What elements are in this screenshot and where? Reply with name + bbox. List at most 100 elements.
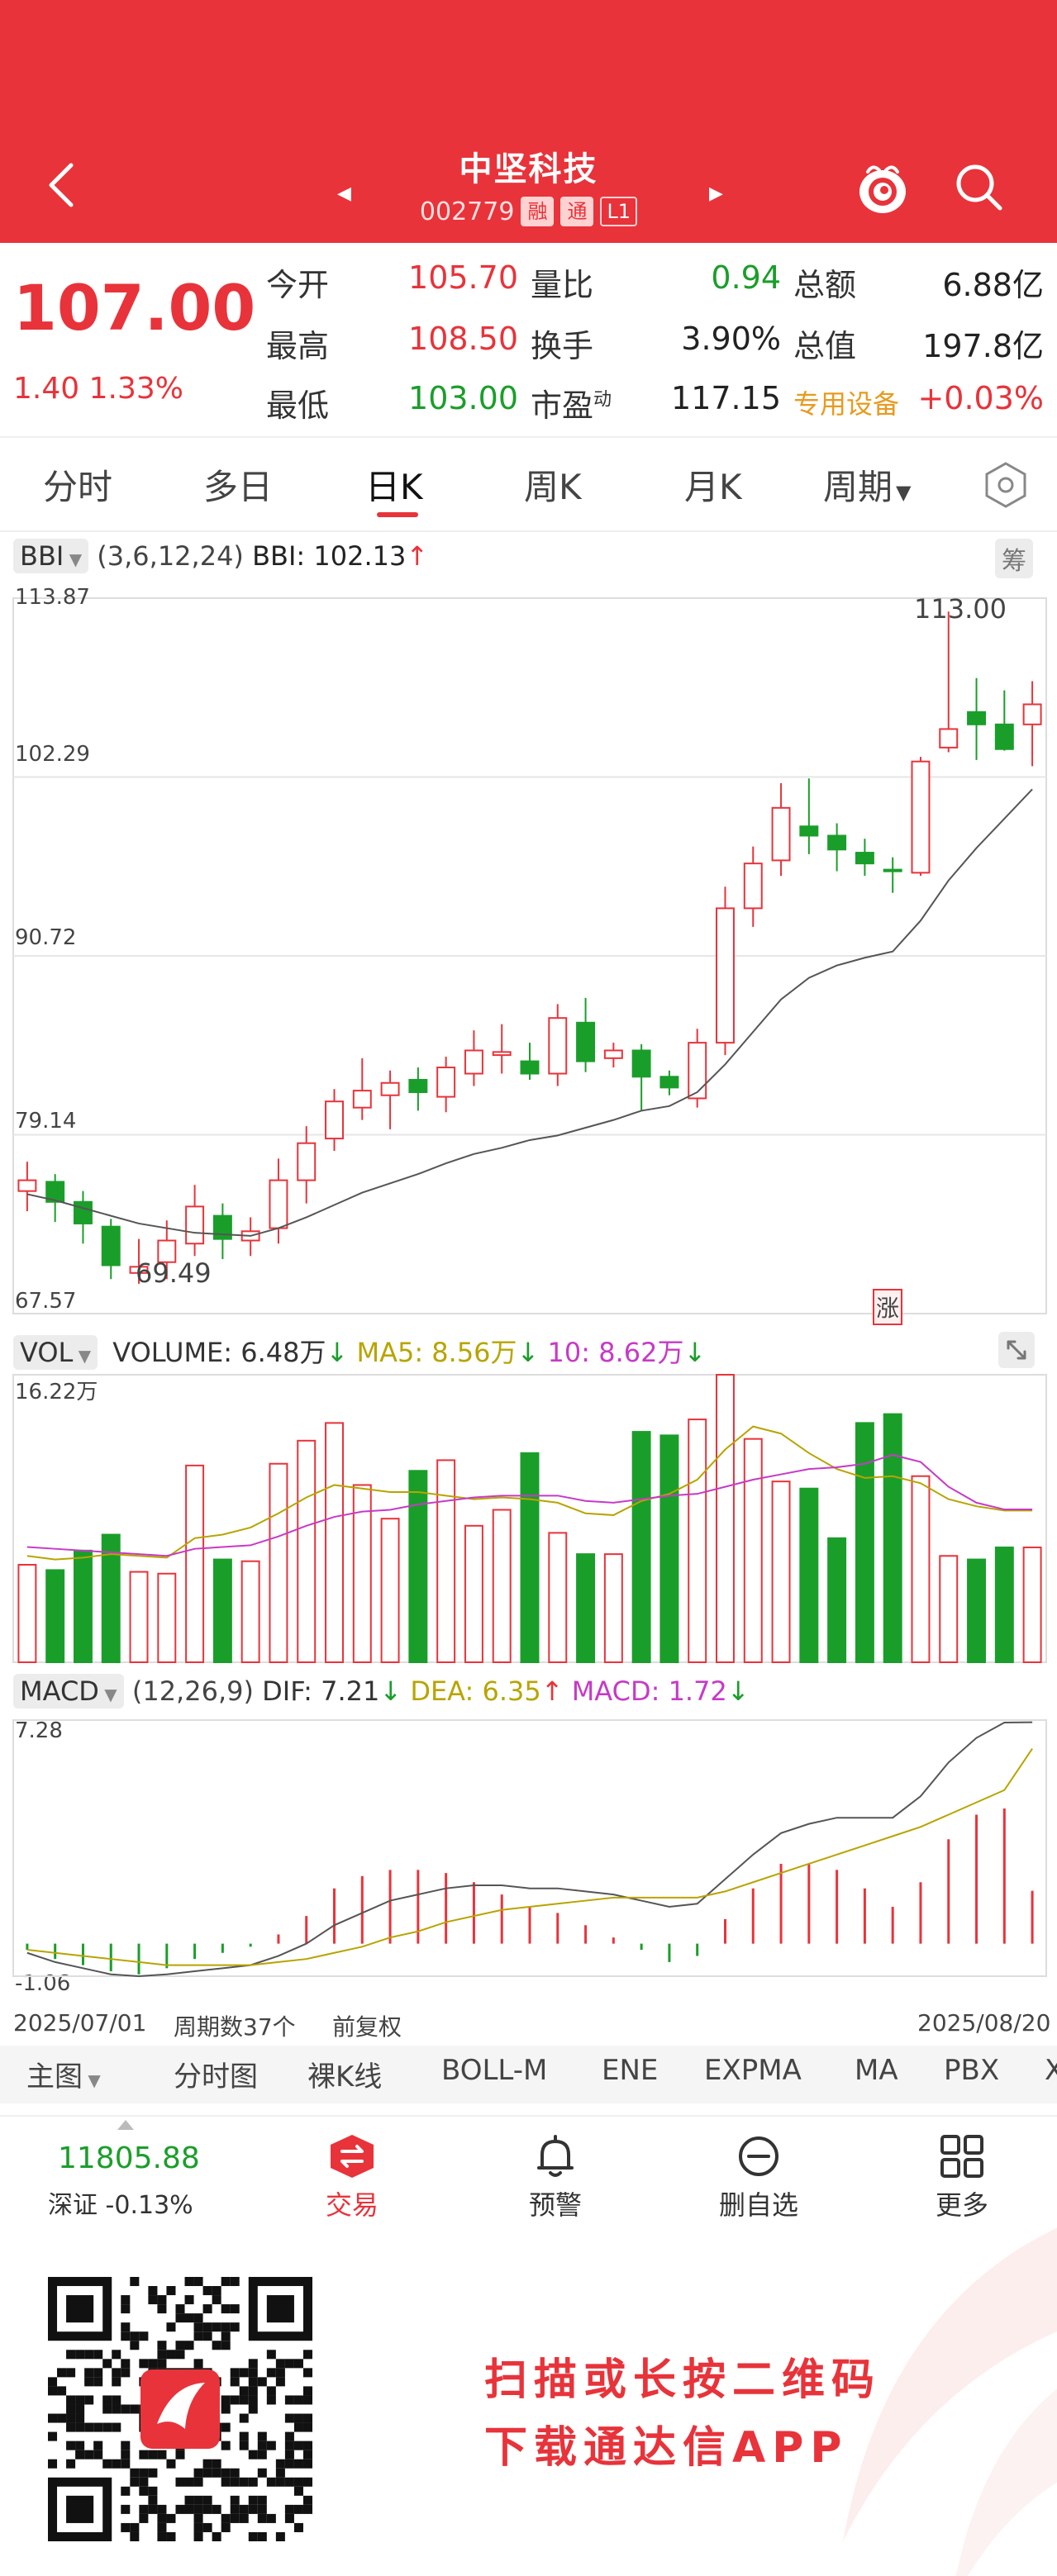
candle-body [157,1239,177,1263]
search-icon[interactable] [952,160,1005,213]
btab-bare-k[interactable]: 裸K线 [307,2060,383,2094]
prev-stock-icon[interactable]: ◀ [337,183,351,204]
tab-daily-k[interactable]: 日K [365,467,423,507]
expand-icon[interactable] [997,1330,1036,1370]
candle-body [45,1181,65,1203]
btab-more[interactable]: X [1045,2054,1057,2087]
alert-button[interactable]: 预警 [489,2133,621,2222]
tag-tong: 通 [560,197,594,226]
tab-multi-day[interactable]: 多日 [203,467,274,507]
qr-module [148,2359,158,2369]
bbi-badge-label: BBI [20,540,64,572]
qr-module [193,2468,203,2478]
alert-label: 预警 [528,2189,582,2221]
btab-expma[interactable]: EXPMA [704,2054,802,2087]
candle-body [771,806,791,862]
btab-main-chart[interactable]: 主图 ▼ [26,2054,101,2094]
qr-module [157,2531,167,2541]
volume-bar [352,1484,372,1663]
settings-hex-icon[interactable] [983,461,1028,509]
qr-module [221,2331,231,2341]
macd-dea-arrow: ↑ [540,1675,564,1707]
qr-module [184,2341,194,2350]
candle-body [631,1049,651,1078]
macd-chart[interactable] [0,1713,1057,2011]
qr-module [221,2322,231,2332]
caret-up-icon[interactable] [116,2118,136,2132]
qr-module [166,2322,176,2332]
mascot-icon[interactable] [856,159,909,218]
remove-watch-button[interactable]: 删自选 [693,2133,825,2222]
qr-module [212,2341,221,2350]
qr-module [284,2431,294,2441]
label-turnover-rate: 换手 [531,328,594,364]
tab-monthly-k[interactable]: 月K [684,467,742,507]
qr-module [175,2450,185,2460]
btab-pbx[interactable]: PBX [944,2054,1000,2087]
more-button[interactable]: 更多 [896,2133,1028,2222]
volume-chart[interactable] [0,1371,1057,1669]
qr-module [202,2495,212,2505]
industry-link[interactable]: 专用设备 [793,388,900,420]
qr-module [275,2477,285,2487]
qr-module [130,2522,140,2532]
volume-bar [101,1533,121,1663]
k-tick-4: 67.57 [15,1289,77,1314]
back-icon[interactable] [46,162,76,208]
qr-module [302,2477,312,2487]
qr-module [293,2395,303,2405]
btab-ene[interactable]: ENE [602,2054,659,2087]
qr-module [84,2422,94,2432]
bbi-selector[interactable]: BBI ▼ [13,539,89,573]
qr-module [284,2459,294,2469]
next-stock-icon[interactable]: ▶ [709,183,723,204]
volume-bar [771,1480,791,1663]
candle-body [73,1200,93,1224]
btab-intraday[interactable]: 分时图 [174,2060,258,2094]
candle-body [436,1067,456,1098]
qr-module [175,2313,185,2323]
qr-module [157,2304,167,2314]
macd-badge-label: MACD [20,1675,99,1707]
chip-distribution-button[interactable]: 筹 [995,539,1033,578]
candlestick-chart[interactable] [0,578,1057,1322]
btab-ma[interactable]: MA [855,2054,898,2087]
macd-params: (12,26,9) [131,1675,254,1707]
tab-period[interactable]: 周期 ▼ [823,459,911,510]
qr-module [302,2441,312,2450]
tab-period-label: 周期 [823,467,893,507]
qr-module [193,2359,203,2369]
value-turnover-rate: 3.90% [681,321,781,357]
qr-code[interactable] [48,2277,312,2541]
qr-module [239,2477,249,2487]
qr-module [230,2468,240,2478]
qr-module [248,2368,258,2378]
trade-button[interactable]: 交易 [286,2133,418,2222]
btab-boll-m[interactable]: BOLL-M [441,2054,548,2087]
qr-module [121,2359,131,2369]
volume-bar [269,1462,288,1663]
candle-body [520,1060,540,1075]
qr-module [230,2504,240,2514]
remove-watch-label: 删自选 [718,2189,798,2221]
qr-module [221,2341,231,2350]
bbi-params: (3,6,12,24) [97,540,244,572]
qr-module [48,2459,58,2469]
index-value[interactable]: 11805.88 [58,2141,200,2175]
qr-module [266,2386,276,2396]
tab-weekly-k[interactable]: 周K [524,467,582,507]
bell-icon [537,2135,574,2177]
volume-bar [17,1563,37,1663]
qr-module [130,2277,140,2287]
candle-body [659,1076,679,1089]
macd-selector[interactable]: MACD ▼ [13,1674,124,1709]
tab-intraday[interactable]: 分时 [43,467,113,507]
qr-module [121,2331,131,2341]
vol-selector[interactable]: VOL ▼ [13,1335,98,1370]
candle-body [325,1100,344,1140]
qr-module [302,2386,312,2396]
macd-top-tick: 7.28 [15,1718,63,1743]
adjust-mode[interactable]: 前复权 [332,2013,402,2041]
qr-finder-core [266,2295,294,2323]
trade-label: 交易 [325,2189,379,2221]
